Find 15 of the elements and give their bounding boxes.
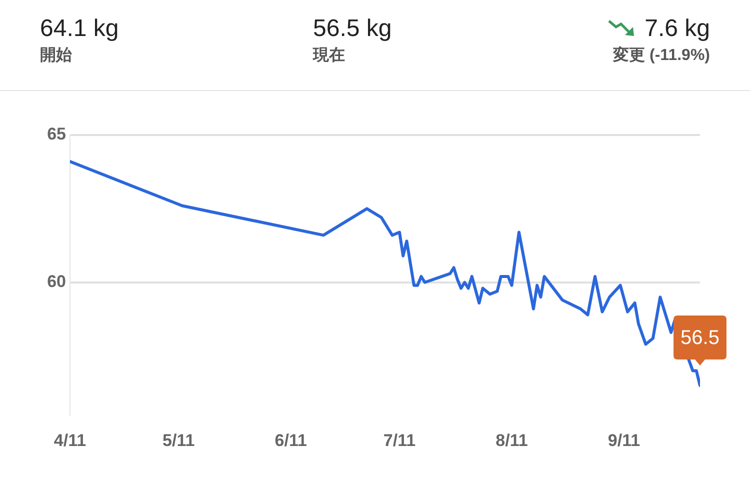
- x-tick-label: 5/11: [162, 430, 195, 450]
- y-tick-label: 65: [47, 124, 66, 144]
- text: 7.6 kg: [644, 14, 710, 44]
- text: 現在: [313, 46, 346, 66]
- text: 56.5 kg: [313, 14, 392, 44]
- text: 開始: [40, 46, 73, 66]
- x-tick-label: 9/11: [608, 430, 640, 450]
- y-tick-label: 60: [47, 272, 66, 292]
- text: 変更 (-11.9%): [612, 45, 710, 66]
- x-tick-label: 6/11: [274, 430, 307, 450]
- x-tick-label: 8/11: [496, 430, 528, 450]
- x-tick-label: 4/11: [54, 430, 86, 450]
- text: 64.1 kg: [40, 14, 119, 44]
- x-tick-label: 7/11: [383, 430, 416, 450]
- annotation: 56.5: [680, 327, 720, 350]
